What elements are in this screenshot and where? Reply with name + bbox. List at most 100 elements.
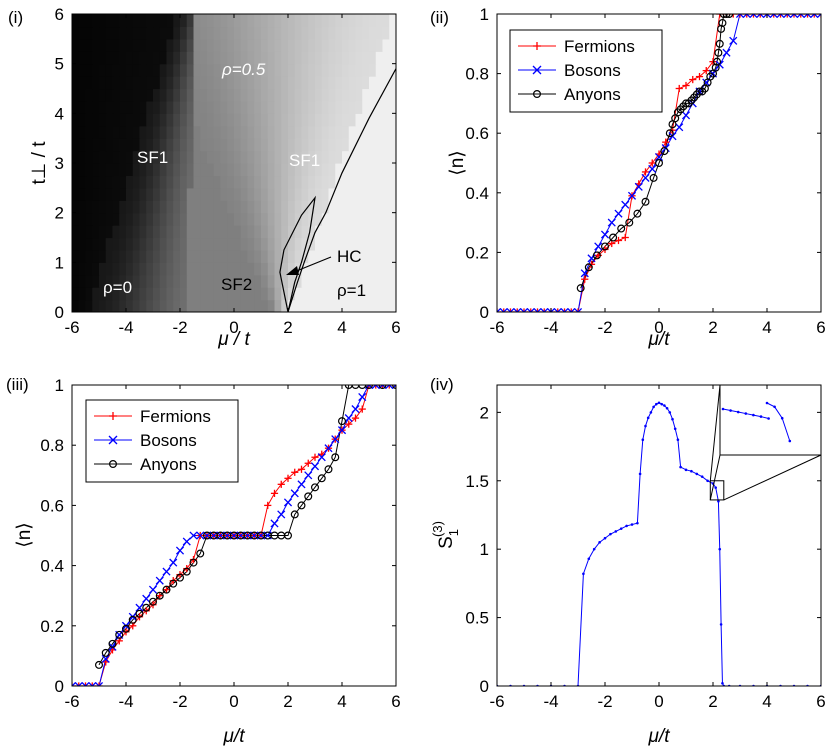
heatmap-cell (200, 249, 208, 263)
heatmap-cell (220, 125, 228, 139)
heatmap-cell (389, 262, 396, 276)
dot-marker (773, 405, 776, 409)
heatmap-cell (294, 200, 303, 214)
heatmap-cell (382, 150, 390, 164)
heatmap-cell (180, 138, 188, 152)
heatmap-cell (254, 150, 262, 164)
heatmap-cell (180, 262, 188, 276)
heatmap-cell (85, 200, 93, 214)
heatmap-cell (200, 88, 208, 102)
heatmap-cell (72, 76, 80, 90)
heatmap-cell (132, 274, 141, 288)
heatmap-cell (328, 175, 336, 189)
heatmap-cell (348, 76, 357, 90)
heatmap-cell (375, 200, 384, 214)
plus-marker (162, 586, 171, 594)
heatmap-cell (375, 249, 384, 263)
heatmap-cell (173, 113, 181, 127)
heatmap-cell (132, 113, 141, 127)
cross-marker (621, 200, 630, 209)
heatmap-cell (254, 88, 262, 102)
heatmap-cell (99, 100, 107, 114)
heatmap-cell (375, 175, 384, 189)
heatmap-cell (355, 299, 363, 312)
heatmap-cell (301, 187, 309, 201)
circle-marker (717, 24, 726, 33)
heatmap-cell (139, 225, 147, 239)
heatmap-cell (294, 212, 303, 226)
heatmap-cell (85, 88, 93, 102)
circle-marker (297, 501, 306, 510)
heatmap-cell (348, 299, 357, 312)
heatmap-cell (180, 200, 188, 214)
panel-iii-legend: Fermions Bosons Anyons (85, 399, 239, 483)
heatmap-cell (105, 88, 114, 102)
panel-i-tag: (i) (8, 8, 23, 27)
heatmap-cell (72, 38, 80, 52)
heatmap-cell (247, 63, 255, 77)
cross-marker (810, 14, 819, 19)
heatmap-cell (274, 200, 282, 214)
plus-marker (95, 682, 103, 686)
heatmap-cell (240, 299, 249, 312)
heatmap-cell (85, 76, 93, 90)
y-tick-label: 2 (55, 204, 64, 223)
heatmap-cell (227, 100, 235, 114)
heatmap-cell (369, 51, 377, 65)
heatmap-cell (355, 274, 363, 288)
heatmap-cell (240, 88, 249, 102)
heatmap-cell (193, 200, 201, 214)
heatmap-cell (335, 200, 343, 214)
heatmap-cell (321, 138, 330, 152)
heatmap-cell (105, 274, 114, 288)
plus-marker (304, 459, 312, 467)
cross-marker (756, 14, 765, 19)
panel-i-xlabel: μ / t (217, 329, 250, 350)
dot-marker (652, 405, 655, 409)
heatmap-cell (382, 225, 390, 239)
heatmap-cell (146, 237, 154, 251)
heatmap-cell (335, 187, 343, 201)
heatmap-cell (166, 187, 174, 201)
heatmap-cell (146, 51, 154, 65)
y-tick-label: 1 (55, 376, 64, 395)
heatmap-cell (132, 200, 141, 214)
heatmap-cell (119, 299, 127, 312)
heatmap-cell (207, 299, 215, 312)
heatmap-cell (247, 287, 255, 301)
panel-ii-axes: -6 -4 -2 0 2 4 6 0 0.2 0.4 0.6 0.8 1 (465, 5, 825, 337)
heatmap-cell (335, 125, 343, 139)
heatmap-cell (200, 38, 208, 52)
heatmap-cell (159, 175, 168, 189)
x-tick-label: -6 (489, 692, 504, 711)
heatmap-cell (105, 26, 114, 40)
heatmap-cell (78, 38, 87, 52)
heatmap-cell (132, 138, 141, 152)
heatmap-cell (348, 163, 357, 177)
plus-marker (284, 474, 292, 482)
cross-marker (169, 558, 178, 567)
heatmap-cell (146, 200, 154, 214)
heatmap-cell (274, 187, 282, 201)
heatmap-cell (389, 237, 396, 251)
heatmap-cell (78, 262, 87, 276)
x-tick-label: 4 (337, 692, 346, 711)
heatmap-cell (281, 200, 289, 214)
heatmap-cell (288, 212, 296, 226)
heatmap-cell (220, 262, 228, 276)
heatmap-cell (139, 138, 147, 152)
dot-marker (759, 415, 763, 418)
heatmap-cell (72, 200, 80, 214)
dot-marker (657, 401, 661, 405)
dot-marker (603, 536, 607, 540)
heatmap-cell (99, 125, 107, 139)
heatmap-cell (267, 113, 276, 127)
heatmap-cell (301, 76, 309, 90)
heatmap-cell (281, 51, 289, 65)
heatmap-cell (186, 26, 195, 40)
heatmap-cell (274, 299, 282, 312)
heatmap-cell (240, 26, 249, 40)
heatmap-cell (126, 26, 134, 40)
heatmap-cell (254, 76, 262, 90)
heatmap-cell (180, 274, 188, 288)
